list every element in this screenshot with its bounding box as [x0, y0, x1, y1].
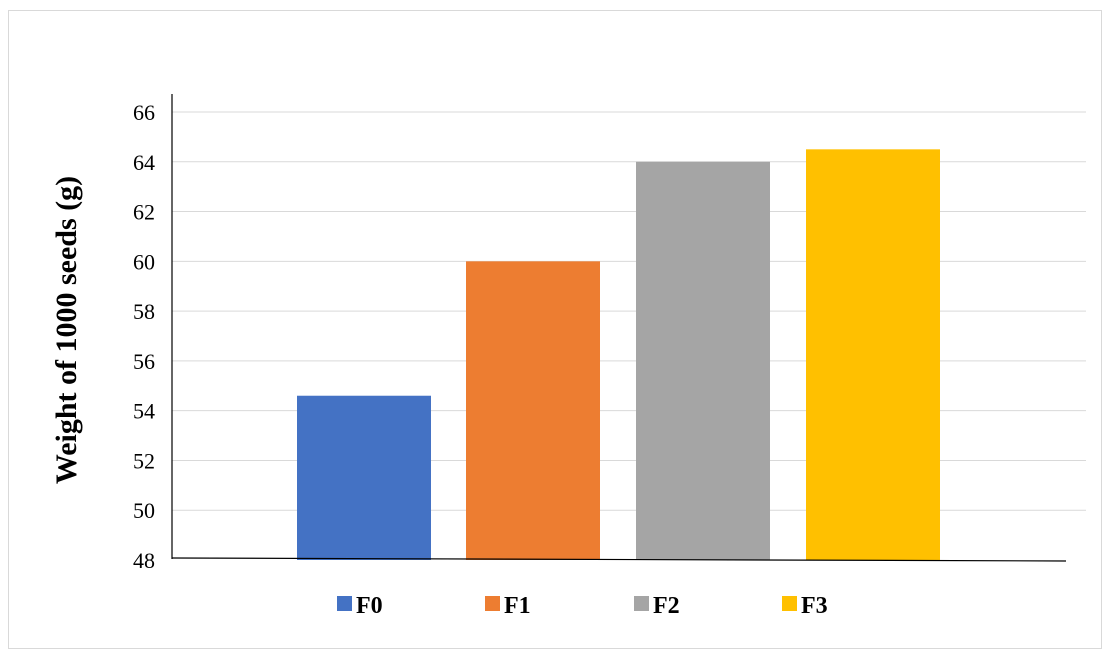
legend-swatch [782, 596, 797, 611]
legend-label: F3 [801, 593, 828, 619]
y-tick-label: 66 [133, 100, 155, 125]
bar-f0 [297, 395, 431, 560]
legend-swatch [485, 596, 500, 611]
legend: F0 F1 F2 F3 [337, 593, 828, 619]
y-tick-label: 58 [133, 299, 155, 324]
y-tick-label: 60 [133, 249, 155, 274]
legend-item-f1: F1 [485, 593, 531, 619]
legend-swatch [337, 596, 352, 611]
bar-f2 [636, 161, 770, 560]
y-tick-label: 64 [133, 150, 155, 175]
y-tick-label: 50 [133, 498, 155, 523]
bar-f1 [466, 261, 600, 560]
bars [297, 149, 940, 561]
y-tick-label: 54 [133, 399, 155, 424]
legend-label: F0 [356, 593, 383, 619]
legend-item-f3: F3 [782, 593, 828, 619]
y-tick-label: 52 [133, 448, 155, 473]
legend-swatch [634, 596, 649, 611]
legend-item-f0: F0 [337, 593, 383, 619]
y-tick-labels: 48 50 52 54 56 58 60 62 64 66 [133, 100, 155, 573]
x-axis-line [171, 557, 1067, 562]
y-tick-label: 56 [133, 349, 155, 374]
legend-label: F1 [504, 593, 531, 619]
legend-item-f2: F2 [634, 593, 680, 619]
axes [171, 94, 1067, 562]
y-tick-label: 62 [133, 200, 155, 225]
bar-f3 [806, 149, 940, 561]
legend-label: F2 [653, 593, 680, 619]
y-axis-title: Weight of 1000 seeds (g) [50, 176, 83, 484]
y-tick-label: 48 [133, 548, 155, 573]
